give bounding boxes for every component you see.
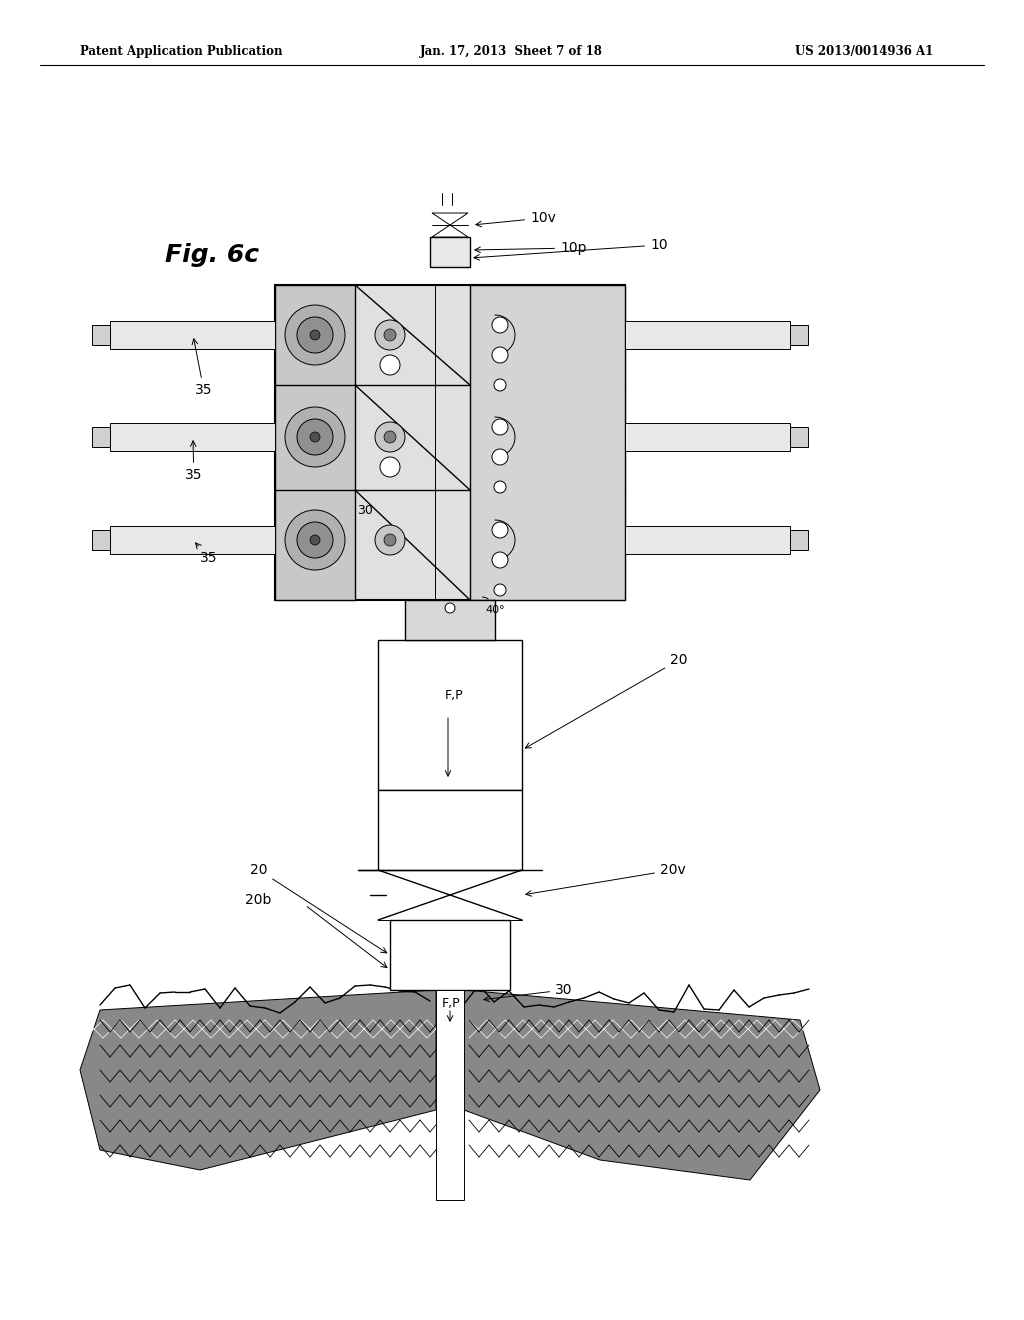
Text: F,P: F,P (442, 998, 461, 1011)
Polygon shape (432, 213, 468, 224)
Circle shape (384, 535, 396, 546)
Circle shape (310, 330, 319, 341)
Circle shape (285, 407, 345, 467)
Text: 30: 30 (357, 503, 373, 516)
Text: 20v: 20v (525, 863, 686, 896)
Text: 20b: 20b (245, 894, 271, 907)
Bar (110, 422, 275, 451)
Bar (470, 285, 625, 601)
Circle shape (492, 521, 508, 539)
Circle shape (492, 347, 508, 363)
Text: 20: 20 (525, 653, 687, 748)
Circle shape (310, 432, 319, 442)
Text: F,P: F,P (445, 689, 464, 701)
Circle shape (492, 552, 508, 568)
Bar (790, 325, 808, 345)
Circle shape (380, 355, 400, 375)
Circle shape (494, 583, 506, 597)
Bar (275, 285, 355, 601)
Bar (430, 238, 470, 267)
Bar (92, 325, 110, 345)
Text: 10p: 10p (475, 242, 587, 255)
Bar (390, 920, 510, 990)
Circle shape (375, 525, 406, 554)
Text: 35: 35 (185, 441, 203, 482)
Circle shape (310, 535, 319, 545)
Bar (92, 531, 110, 550)
Text: Patent Application Publication: Patent Application Publication (80, 45, 283, 58)
Bar (625, 422, 790, 451)
Text: 20: 20 (250, 863, 387, 953)
Circle shape (375, 319, 406, 350)
Bar (625, 321, 790, 348)
Bar (406, 601, 495, 640)
Circle shape (297, 521, 333, 558)
Circle shape (494, 379, 506, 391)
Circle shape (492, 317, 508, 333)
Circle shape (384, 329, 396, 341)
Polygon shape (464, 990, 820, 1180)
Text: 35: 35 (193, 339, 213, 397)
Text: 10: 10 (474, 238, 668, 260)
Text: US 2013/0014936 A1: US 2013/0014936 A1 (795, 45, 933, 58)
Circle shape (384, 432, 396, 444)
Bar (275, 285, 625, 601)
Text: 30: 30 (483, 983, 572, 1002)
Bar (790, 531, 808, 550)
Circle shape (380, 457, 400, 477)
Circle shape (297, 418, 333, 455)
Text: Fig. 6c: Fig. 6c (165, 243, 259, 267)
Circle shape (285, 510, 345, 570)
Bar (110, 525, 275, 554)
Circle shape (492, 418, 508, 436)
Polygon shape (80, 990, 436, 1170)
Text: 35: 35 (196, 543, 217, 565)
Bar (790, 426, 808, 447)
Circle shape (375, 422, 406, 451)
Bar (110, 321, 275, 348)
Bar (378, 640, 522, 789)
Polygon shape (432, 224, 468, 238)
Text: Jan. 17, 2013  Sheet 7 of 18: Jan. 17, 2013 Sheet 7 of 18 (420, 45, 603, 58)
Text: 10v: 10v (476, 211, 556, 227)
Bar (436, 990, 464, 1200)
Circle shape (494, 480, 506, 492)
Circle shape (297, 317, 333, 352)
Circle shape (285, 305, 345, 366)
Bar (92, 426, 110, 447)
Circle shape (445, 603, 455, 612)
Text: 40°: 40° (485, 605, 505, 615)
Circle shape (492, 449, 508, 465)
Bar (625, 525, 790, 554)
Bar (378, 789, 522, 870)
